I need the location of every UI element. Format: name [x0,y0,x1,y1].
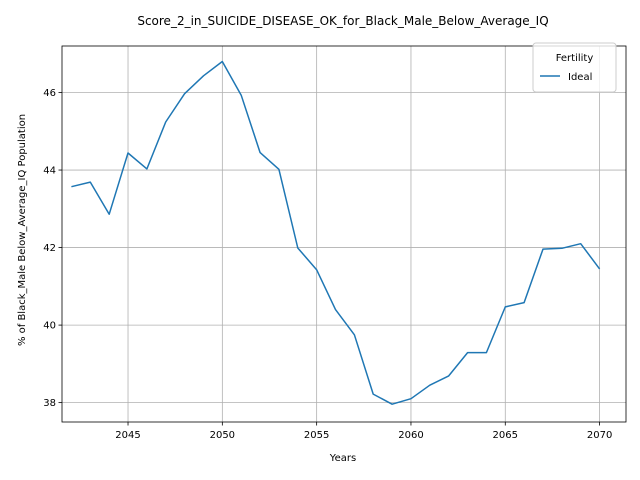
x-axis-label: Years [329,453,356,464]
x-tick-label: 2045 [115,430,140,441]
y-tick-label: 40 [43,321,56,332]
y-tick-label: 46 [43,88,56,99]
series-line-ideal [71,60,601,405]
x-tick-label: 2055 [304,430,329,441]
plot-area-frame [61,45,627,423]
legend-title: Fertility [556,53,594,64]
legend-label-ideal: Ideal [568,72,592,83]
y-axis-ticks: 38 40 42 44 46 [43,88,62,409]
x-tick-label: 2050 [210,430,235,441]
y-tick-label: 38 [43,398,56,409]
x-tick-label: 2060 [398,430,423,441]
legend-box [532,42,617,93]
x-tick-label: 2065 [493,430,518,441]
series-layer [71,60,601,405]
grid [62,46,626,422]
legend: Fertility Ideal [532,42,617,93]
y-tick-label: 42 [43,243,56,254]
x-axis-ticks: 2045 2050 2055 2060 2065 2070 [115,422,612,441]
x-tick-label: 2070 [587,430,612,441]
y-axis-label: % of Black_Male Below_Average_IQ Populat… [17,114,28,346]
chart-title: Score_2_in_SUICIDE_DISEASE_OK_for_Black_… [137,14,548,28]
y-tick-label: 44 [43,166,56,177]
